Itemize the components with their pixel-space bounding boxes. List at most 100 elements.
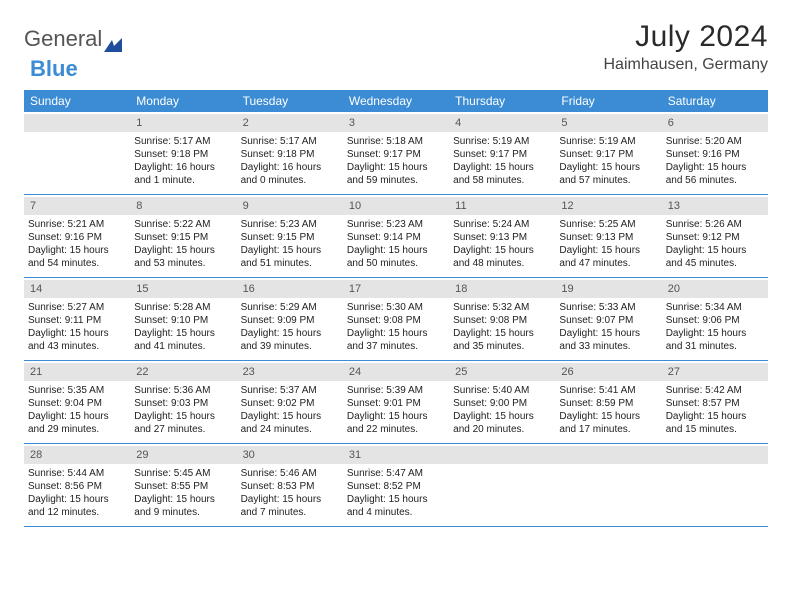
calendar-cell: 9 Sunrise: 5:23 AMSunset: 9:15 PMDaylight…: [237, 195, 343, 277]
sunset-text: Sunset: 9:16 PM: [28, 231, 126, 244]
day-number: 15: [130, 280, 236, 298]
sunrise-text: Sunrise: 5:34 AM: [666, 301, 764, 314]
calendar-cell: 11Sunrise: 5:24 AMSunset: 9:13 PMDayligh…: [449, 195, 555, 277]
day-number: 23: [237, 363, 343, 381]
calendar-cell: 27Sunrise: 5:42 AMSunset: 8:57 PMDayligh…: [662, 361, 768, 443]
day-number: 7: [24, 197, 130, 215]
day-header: Wednesday: [343, 90, 449, 112]
daylight-text: Daylight: 15 hours and 51 minutes.: [241, 244, 339, 270]
day-number: 11: [449, 197, 555, 215]
calendar-cell: 22Sunrise: 5:36 AMSunset: 9:03 PMDayligh…: [130, 361, 236, 443]
calendar-cell: 2Sunrise: 5:17 AMSunset: 9:18 PMDaylight…: [237, 112, 343, 194]
daylight-text: Daylight: 16 hours and 1 minute.: [134, 161, 232, 187]
location: Haimhausen, Germany: [603, 56, 768, 74]
sunset-text: Sunset: 9:15 PM: [241, 231, 339, 244]
day-number: 18: [449, 280, 555, 298]
calendar-cell: 3Sunrise: 5:18 AMSunset: 9:17 PMDaylight…: [343, 112, 449, 194]
daylight-text: Daylight: 15 hours and 53 minutes.: [134, 244, 232, 270]
month-title: July 2024: [603, 20, 768, 54]
day-number: 31: [343, 446, 449, 464]
calendar-cell: 10Sunrise: 5:23 AMSunset: 9:14 PMDayligh…: [343, 195, 449, 277]
calendar-cell: 21Sunrise: 5:35 AMSunset: 9:04 PMDayligh…: [24, 361, 130, 443]
day-number: 4: [449, 114, 555, 132]
calendar-cell: 30Sunrise: 5:46 AMSunset: 8:53 PMDayligh…: [237, 444, 343, 526]
sunset-text: Sunset: 8:52 PM: [347, 480, 445, 493]
sunset-text: Sunset: 9:18 PM: [134, 148, 232, 161]
sunset-text: Sunset: 9:15 PM: [134, 231, 232, 244]
day-header: Tuesday: [237, 90, 343, 112]
calendar-week: 21Sunrise: 5:35 AMSunset: 9:04 PMDayligh…: [24, 361, 768, 444]
daylight-text: Daylight: 15 hours and 12 minutes.: [28, 493, 126, 519]
logo-text-general: General: [24, 26, 102, 52]
sunrise-text: Sunrise: 5:45 AM: [134, 467, 232, 480]
sunset-text: Sunset: 8:59 PM: [559, 397, 657, 410]
sunrise-text: Sunrise: 5:23 AM: [241, 218, 339, 231]
sunset-text: Sunset: 9:03 PM: [134, 397, 232, 410]
sunrise-text: Sunrise: 5:36 AM: [134, 384, 232, 397]
sunrise-text: Sunrise: 5:37 AM: [241, 384, 339, 397]
day-number: 29: [130, 446, 236, 464]
day-number: 9: [237, 197, 343, 215]
sunrise-text: Sunrise: 5:32 AM: [453, 301, 551, 314]
day-number: 22: [130, 363, 236, 381]
calendar-cell: 6Sunrise: 5:20 AMSunset: 9:16 PMDaylight…: [662, 112, 768, 194]
sunset-text: Sunset: 9:09 PM: [241, 314, 339, 327]
daylight-text: Daylight: 15 hours and 9 minutes.: [134, 493, 232, 519]
day-number: 24: [343, 363, 449, 381]
sunrise-text: Sunrise: 5:26 AM: [666, 218, 764, 231]
sunset-text: Sunset: 9:18 PM: [241, 148, 339, 161]
sunset-text: Sunset: 9:13 PM: [453, 231, 551, 244]
calendar-weeks: 1Sunrise: 5:17 AMSunset: 9:18 PMDaylight…: [24, 112, 768, 527]
sunset-text: Sunset: 8:56 PM: [28, 480, 126, 493]
sunset-text: Sunset: 9:17 PM: [453, 148, 551, 161]
sunset-text: Sunset: 9:16 PM: [666, 148, 764, 161]
day-number: 13: [662, 197, 768, 215]
daylight-text: Daylight: 15 hours and 54 minutes.: [28, 244, 126, 270]
sunset-text: Sunset: 9:08 PM: [453, 314, 551, 327]
daylight-text: Daylight: 15 hours and 41 minutes.: [134, 327, 232, 353]
daylight-text: Daylight: 15 hours and 22 minutes.: [347, 410, 445, 436]
daylight-text: Daylight: 15 hours and 7 minutes.: [241, 493, 339, 519]
calendar-cell: 18Sunrise: 5:32 AMSunset: 9:08 PMDayligh…: [449, 278, 555, 360]
daylight-text: Daylight: 15 hours and 15 minutes.: [666, 410, 764, 436]
daylight-text: Daylight: 15 hours and 45 minutes.: [666, 244, 764, 270]
daylight-text: Daylight: 15 hours and 43 minutes.: [28, 327, 126, 353]
day-number: 5: [555, 114, 661, 132]
sunset-text: Sunset: 9:11 PM: [28, 314, 126, 327]
sunrise-text: Sunrise: 5:44 AM: [28, 467, 126, 480]
calendar-week: 28Sunrise: 5:44 AMSunset: 8:56 PMDayligh…: [24, 444, 768, 527]
calendar-week: 14Sunrise: 5:27 AMSunset: 9:11 PMDayligh…: [24, 278, 768, 361]
sunset-text: Sunset: 9:06 PM: [666, 314, 764, 327]
sunrise-text: Sunrise: 5:19 AM: [453, 135, 551, 148]
day-number: 16: [237, 280, 343, 298]
calendar-cell: 4 Sunrise: 5:19 AMSunset: 9:17 PMDaylight…: [449, 112, 555, 194]
calendar-cell: 1Sunrise: 5:17 AMSunset: 9:18 PMDaylight…: [130, 112, 236, 194]
sunset-text: Sunset: 9:04 PM: [28, 397, 126, 410]
daylight-text: Daylight: 15 hours and 29 minutes.: [28, 410, 126, 436]
calendar-cell: [449, 444, 555, 526]
sunrise-text: Sunrise: 5:39 AM: [347, 384, 445, 397]
daylight-text: Daylight: 15 hours and 33 minutes.: [559, 327, 657, 353]
calendar-cell: 26Sunrise: 5:41 AMSunset: 8:59 PMDayligh…: [555, 361, 661, 443]
sunset-text: Sunset: 9:08 PM: [347, 314, 445, 327]
sunset-text: Sunset: 9:01 PM: [347, 397, 445, 410]
calendar-cell: 13 Sunrise: 5:26 AMSunset: 9:12 PMDayligh…: [662, 195, 768, 277]
sunset-text: Sunset: 9:12 PM: [666, 231, 764, 244]
calendar-cell: 23Sunrise: 5:37 AMSunset: 9:02 PMDayligh…: [237, 361, 343, 443]
sunrise-text: Sunrise: 5:30 AM: [347, 301, 445, 314]
sunrise-text: Sunrise: 5:25 AM: [559, 218, 657, 231]
daylight-text: Daylight: 15 hours and 58 minutes.: [453, 161, 551, 187]
sunset-text: Sunset: 9:13 PM: [559, 231, 657, 244]
day-number: 19: [555, 280, 661, 298]
day-number: 27: [662, 363, 768, 381]
calendar-cell: 12Sunrise: 5:25 AMSunset: 9:13 PMDayligh…: [555, 195, 661, 277]
sunrise-text: Sunrise: 5:18 AM: [347, 135, 445, 148]
day-number: 17: [343, 280, 449, 298]
day-number: 26: [555, 363, 661, 381]
logo: General: [24, 26, 122, 52]
daylight-text: Daylight: 15 hours and 59 minutes.: [347, 161, 445, 187]
day-number: 28: [24, 446, 130, 464]
day-number-empty: [449, 446, 555, 464]
day-number-empty: [24, 114, 130, 132]
sunrise-text: Sunrise: 5:46 AM: [241, 467, 339, 480]
